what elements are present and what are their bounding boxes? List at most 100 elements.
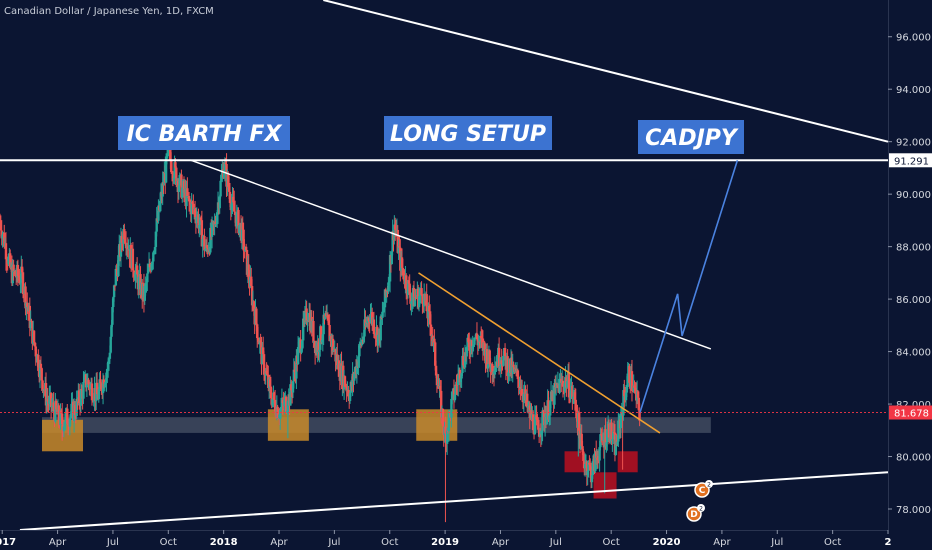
candle-body xyxy=(172,178,175,180)
candle-body xyxy=(533,416,537,435)
candle-body xyxy=(488,350,491,364)
candle-body xyxy=(90,383,94,401)
candle-body xyxy=(14,270,17,277)
candle-body xyxy=(78,390,81,403)
x-tick-label: Oct xyxy=(824,537,841,548)
candle-body xyxy=(542,410,545,412)
candle-body xyxy=(289,384,292,406)
candle-body xyxy=(205,245,209,248)
marker-badge-count: 2 xyxy=(707,482,711,489)
event-marker-icon[interactable]: D2 xyxy=(686,504,705,522)
candle-body xyxy=(545,414,549,425)
candle-body xyxy=(418,293,422,297)
candle-body xyxy=(583,463,587,469)
candle-body xyxy=(610,422,613,441)
candle-body xyxy=(407,280,411,284)
candle-body xyxy=(185,188,188,207)
candle-body xyxy=(55,400,58,410)
candle-body xyxy=(100,383,103,392)
candle-body xyxy=(373,334,376,336)
candle-body xyxy=(244,246,248,250)
candle-body xyxy=(169,160,173,173)
candle-body xyxy=(420,288,423,295)
candle-body xyxy=(326,314,330,321)
candle-body xyxy=(638,410,641,419)
candle-body xyxy=(296,346,300,365)
candle-body xyxy=(148,263,152,268)
candle-body xyxy=(633,385,636,388)
x-tick-label: 2 xyxy=(885,537,892,548)
candle-body xyxy=(271,398,274,406)
candle-body xyxy=(219,180,222,197)
candle-body xyxy=(195,216,198,223)
candle-body xyxy=(114,268,118,286)
candle-body xyxy=(256,324,259,339)
candle-body xyxy=(170,172,174,174)
candle-body xyxy=(64,413,67,424)
candle-body xyxy=(79,388,83,406)
candle-body xyxy=(453,394,457,401)
candle-body xyxy=(7,256,10,265)
candle-body xyxy=(636,391,640,398)
candle-body xyxy=(60,413,64,425)
candle-body xyxy=(87,379,90,385)
candle-body xyxy=(445,430,449,444)
candle-body xyxy=(109,336,112,353)
candle-body xyxy=(150,263,153,271)
candle-body xyxy=(175,167,178,186)
candle-body xyxy=(391,231,394,252)
event-marker-icon[interactable]: C2 xyxy=(694,480,713,498)
candle-body xyxy=(0,220,3,231)
candle-body xyxy=(408,283,411,295)
candle-body xyxy=(538,434,542,437)
candle-body xyxy=(569,390,572,399)
candle-body xyxy=(507,372,510,377)
candle-body xyxy=(348,392,352,402)
candle-body xyxy=(360,339,364,346)
candle-body xyxy=(98,379,101,390)
candle-body xyxy=(222,170,226,178)
candle-body xyxy=(63,423,66,427)
candle-body xyxy=(600,434,603,436)
candle-body xyxy=(292,369,296,382)
candle-body xyxy=(85,384,89,388)
candle-body xyxy=(605,442,608,447)
candle-body xyxy=(402,270,405,280)
candle-body xyxy=(18,277,21,284)
candle-body xyxy=(252,301,256,311)
candle-body xyxy=(405,275,408,291)
x-tick-label: Apr xyxy=(713,537,731,548)
candle-body xyxy=(97,389,100,400)
candle-body xyxy=(383,289,387,308)
event-markers[interactable]: C2 D2 xyxy=(686,480,713,522)
candle-body xyxy=(16,264,20,277)
candle-body xyxy=(619,413,623,429)
candle-body xyxy=(187,196,191,202)
candle-body xyxy=(614,440,617,455)
candle-body xyxy=(227,173,230,187)
candle-body xyxy=(30,320,33,322)
candle-body xyxy=(171,173,175,179)
candle-body xyxy=(585,461,589,476)
candle-body xyxy=(549,401,552,416)
candle-body xyxy=(588,462,591,465)
candle-body xyxy=(50,405,54,408)
candle-body xyxy=(483,342,486,350)
candle-body xyxy=(21,272,25,294)
candle-body xyxy=(328,324,331,342)
candle-body xyxy=(286,408,290,412)
candle-body xyxy=(250,286,254,306)
candle-body xyxy=(73,405,77,415)
candle-body xyxy=(388,281,391,283)
candle-body xyxy=(218,196,221,209)
candle-body xyxy=(491,363,494,376)
candle-body xyxy=(223,163,227,171)
candle-body xyxy=(547,400,550,420)
candle-body xyxy=(572,396,575,400)
candle-body xyxy=(220,175,223,181)
candle-body xyxy=(215,212,219,225)
candle-body xyxy=(17,276,20,278)
candle-body xyxy=(337,360,341,377)
candle-body xyxy=(259,340,262,343)
candle-body xyxy=(361,339,365,341)
